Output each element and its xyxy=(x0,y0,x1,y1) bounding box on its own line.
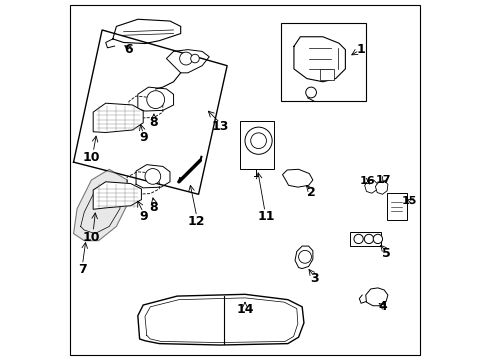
Text: 11: 11 xyxy=(258,210,275,223)
FancyBboxPatch shape xyxy=(240,121,273,169)
FancyBboxPatch shape xyxy=(387,193,407,220)
Circle shape xyxy=(298,250,312,263)
Polygon shape xyxy=(365,180,377,193)
Text: 15: 15 xyxy=(402,197,417,206)
Circle shape xyxy=(191,54,199,63)
Text: 8: 8 xyxy=(149,201,158,214)
Circle shape xyxy=(306,87,317,98)
Circle shape xyxy=(147,91,165,109)
FancyBboxPatch shape xyxy=(70,5,420,355)
Circle shape xyxy=(180,52,193,65)
Text: 7: 7 xyxy=(78,263,87,276)
Text: 13: 13 xyxy=(211,120,229,133)
Text: 10: 10 xyxy=(83,231,100,244)
FancyBboxPatch shape xyxy=(281,23,367,102)
Text: 9: 9 xyxy=(139,210,147,223)
Text: 2: 2 xyxy=(307,186,316,199)
Polygon shape xyxy=(93,182,142,209)
Circle shape xyxy=(245,127,272,154)
Text: 3: 3 xyxy=(310,272,319,285)
Polygon shape xyxy=(93,103,143,132)
Text: 5: 5 xyxy=(382,247,391,260)
Circle shape xyxy=(145,168,161,184)
Polygon shape xyxy=(366,288,388,306)
FancyBboxPatch shape xyxy=(350,232,381,246)
Text: 9: 9 xyxy=(139,131,147,144)
Polygon shape xyxy=(295,246,313,269)
Text: 4: 4 xyxy=(378,300,387,313)
Circle shape xyxy=(364,234,373,244)
Text: 10: 10 xyxy=(83,151,100,164)
Text: 12: 12 xyxy=(188,215,205,228)
Text: 16: 16 xyxy=(360,176,375,186)
Text: 8: 8 xyxy=(149,116,158,129)
Polygon shape xyxy=(138,294,304,345)
Polygon shape xyxy=(167,50,209,73)
Text: 14: 14 xyxy=(236,303,254,316)
Circle shape xyxy=(373,234,383,244)
Polygon shape xyxy=(283,169,313,187)
Polygon shape xyxy=(375,181,388,194)
Circle shape xyxy=(251,133,267,149)
FancyBboxPatch shape xyxy=(320,69,334,80)
Text: 17: 17 xyxy=(376,175,392,185)
Circle shape xyxy=(354,234,363,244)
Text: 6: 6 xyxy=(124,43,133,56)
Polygon shape xyxy=(74,169,127,241)
Text: 1: 1 xyxy=(357,43,366,56)
